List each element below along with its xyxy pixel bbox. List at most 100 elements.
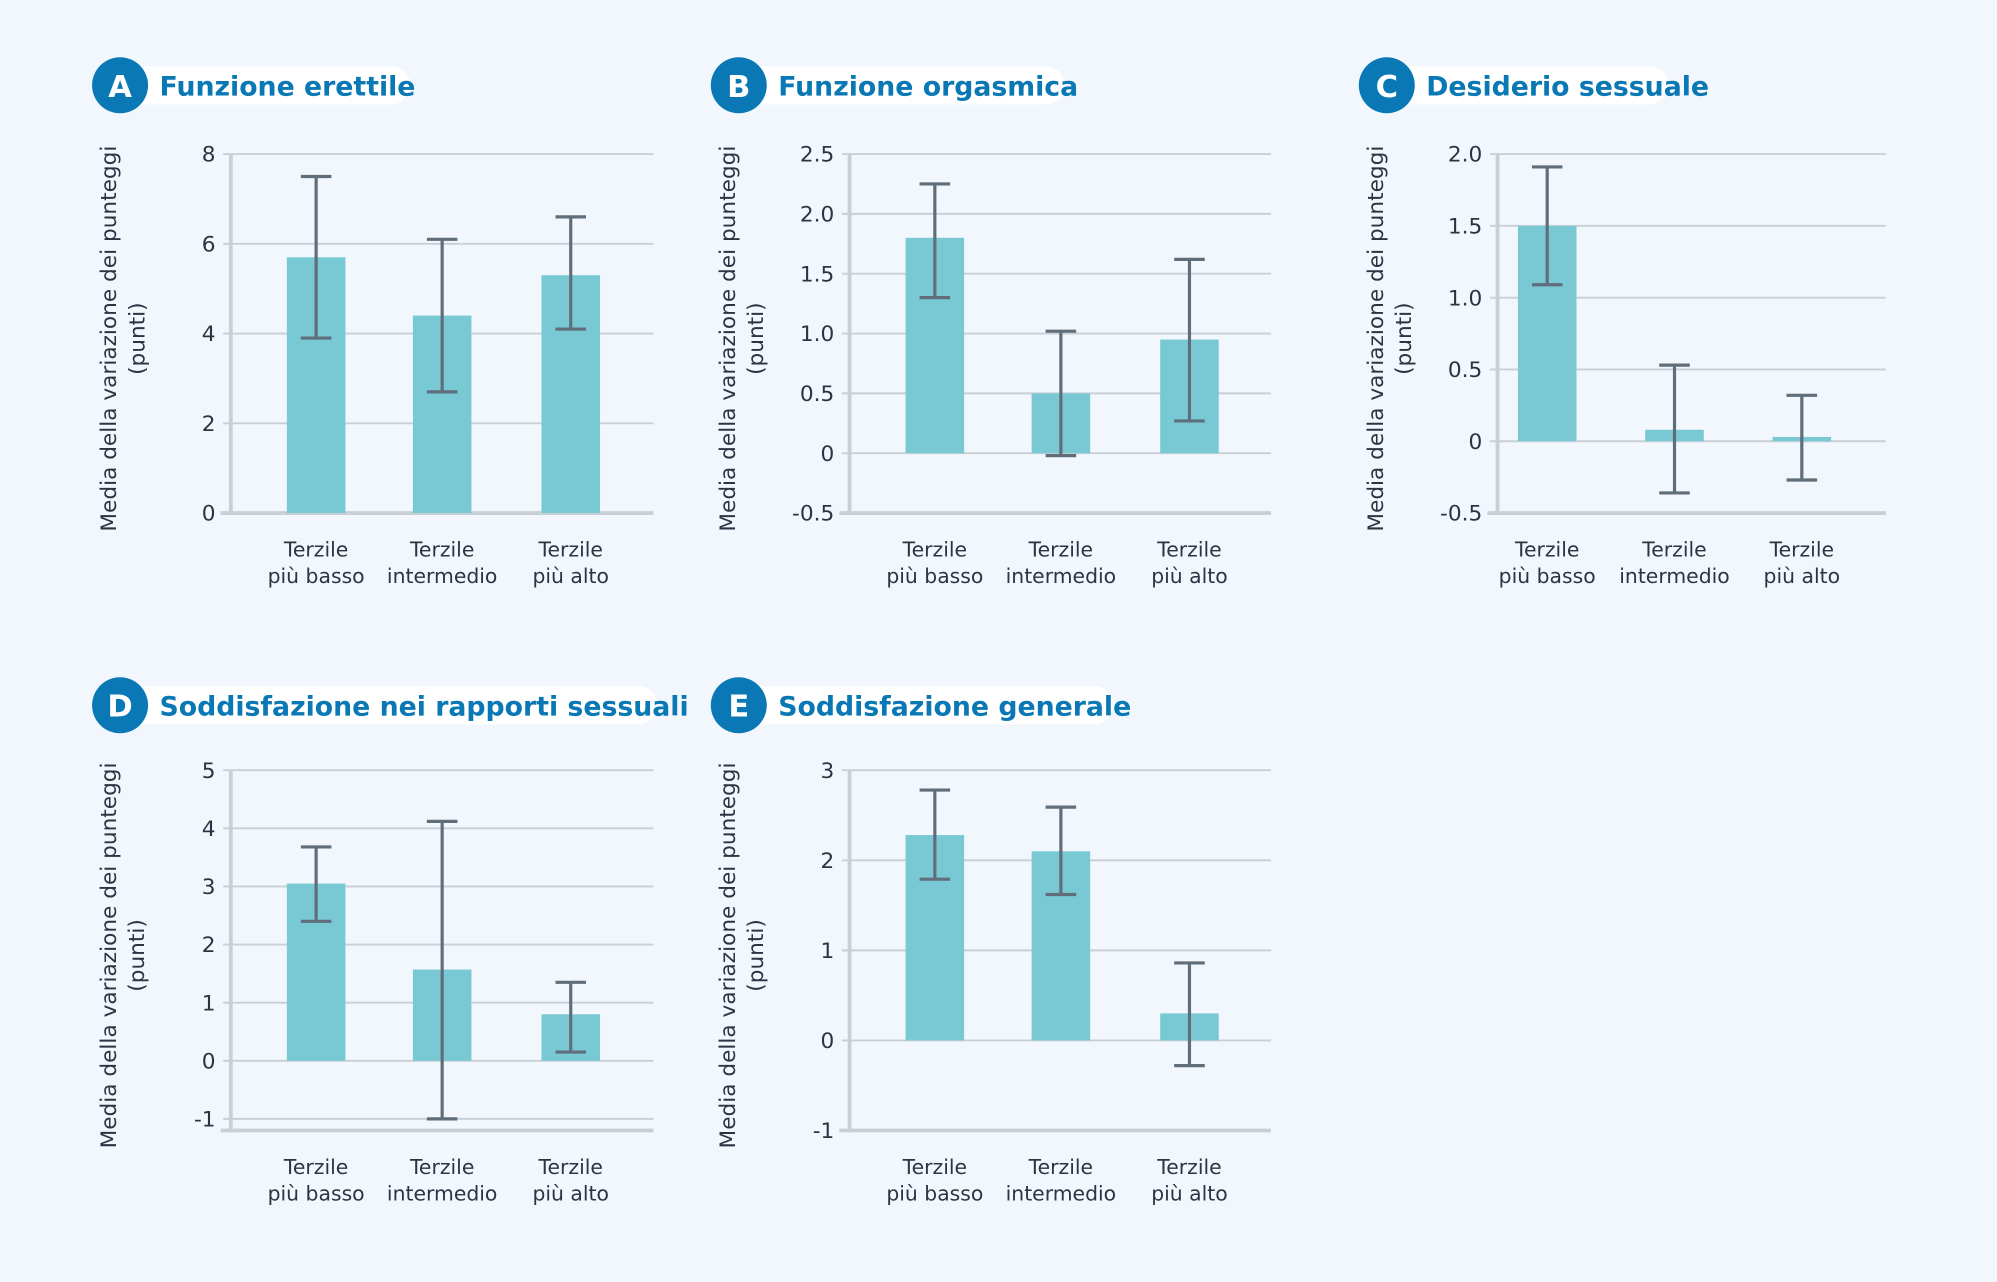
error-bar (1045, 329, 1077, 458)
y-tick-label: 1.5 (1448, 214, 1482, 239)
y-tick-label: 1 (202, 991, 216, 1016)
panel-badge (92, 677, 149, 734)
x-tick-label: Terzile (1769, 537, 1834, 561)
y-tick-label: 2.0 (800, 203, 834, 228)
panel-title: Soddisfazione nei rapporti sessuali (160, 691, 689, 722)
error-bar (300, 845, 332, 923)
panel-badge-letter: A (108, 70, 132, 105)
y-tick-label: 3 (202, 875, 216, 900)
y-tick-label: 2.0 (1448, 143, 1482, 168)
error-bar (1659, 363, 1690, 495)
x-tick-label: più alto (532, 564, 609, 588)
x-tick-label: Terzile (902, 1155, 967, 1179)
x-tick-label: Terzile (409, 537, 474, 561)
panel-badge-letter: B (727, 70, 750, 105)
error-bar (555, 215, 587, 331)
y-tick-label: 2.5 (800, 143, 834, 168)
y-axis-label: Media della variazione dei punteggi (97, 762, 122, 1148)
panel-badge (710, 677, 767, 734)
y-tick-label: 1.0 (800, 322, 834, 347)
y-axis-label: (punti) (125, 302, 150, 375)
panel-badge (710, 57, 767, 114)
y-axis-label: Media della variazione dei punteggi (716, 762, 741, 1148)
x-tick-label: più basso (886, 1182, 983, 1206)
title-pill (120, 686, 658, 725)
x-tick-label: più alto (1764, 564, 1841, 588)
y-tick-label: 6 (202, 232, 216, 257)
y-tick-label: -0.5 (792, 502, 834, 527)
y-tick-label: 1 (821, 939, 835, 964)
panel-title: Funzione orgasmica (778, 71, 1078, 102)
y-axis-label: (punti) (1392, 302, 1417, 374)
error-bar (1531, 165, 1563, 287)
x-tick-label: Terzile (538, 537, 603, 561)
y-axis-label: (punti) (125, 919, 150, 992)
y-tick-label: 8 (202, 143, 216, 168)
x-tick-label: Terzile (1156, 1155, 1221, 1179)
x-tick-label: più alto (1151, 564, 1228, 588)
y-tick-label: 1.0 (1448, 286, 1482, 311)
panel-badge-letter: C (1376, 70, 1398, 105)
x-tick-label: Terzile (902, 537, 967, 561)
y-tick-label: 2 (202, 933, 216, 958)
panel-d: D Soddisfazione nei rapporti sessuali -1 0 1… (92, 677, 689, 1206)
y-axis-label: Media della variazione dei punteggi (97, 146, 122, 532)
x-tick-label: intermedio (1619, 564, 1729, 588)
panel-e: E Soddisfazione generale -1 0 1 2 3 Media della… (710, 677, 1271, 1206)
error-bar (300, 174, 332, 340)
y-axis-label: (punti) (744, 919, 769, 992)
y-tick-label: -1 (194, 1108, 216, 1133)
x-tick-label: più basso (268, 564, 365, 588)
x-tick-label: intermedio (1006, 564, 1116, 588)
y-tick-label: 4 (202, 322, 216, 347)
panel-title: Soddisfazione generale (778, 691, 1131, 722)
x-tick-label: Terzile (409, 1155, 474, 1179)
title-pill (738, 686, 1114, 725)
panel-badge-letter: D (107, 690, 132, 725)
x-tick-label: più alto (532, 1182, 609, 1206)
x-tick-label: più basso (1499, 564, 1596, 588)
error-bar (426, 819, 458, 1121)
error-bar (1786, 393, 1818, 482)
title-pill (120, 66, 411, 105)
panel-badge (92, 57, 149, 114)
panel-badge (1358, 57, 1415, 114)
x-tick-label: Terzile (1028, 1155, 1093, 1179)
x-tick-label: Terzile (1028, 537, 1093, 561)
y-tick-label: 0 (202, 502, 216, 527)
panel-badge-letter: E (728, 690, 749, 725)
panel-title: Desiderio sessuale (1426, 71, 1709, 102)
title-pill (738, 66, 1065, 105)
x-tick-label: più basso (268, 1182, 365, 1206)
error-bar (426, 237, 458, 394)
y-tick-label: 4 (202, 817, 216, 842)
y-tick-label: 5 (202, 759, 216, 784)
panel-c: C Desiderio sessuale -0.5 0 0.5 1.0 1.5 2.0 Medi… (1358, 57, 1886, 588)
y-tick-label: 1.5 (800, 262, 834, 287)
y-axis-label: Media della variazione dei punteggi (1364, 146, 1389, 532)
panel-a: A Funzione erettile 0 2 4 6 8 Media della varia… (92, 57, 654, 588)
error-bar (1174, 257, 1205, 423)
y-axis-label: (punti) (744, 302, 769, 375)
error-bar (1045, 805, 1077, 897)
error-bar (919, 182, 951, 300)
x-tick-label: Terzile (283, 537, 348, 561)
y-tick-label: 0.5 (1448, 358, 1482, 383)
x-tick-label: Terzile (283, 1155, 348, 1179)
title-pill (1386, 66, 1669, 105)
x-tick-label: più alto (1151, 1182, 1228, 1206)
panel-title: Funzione erettile (160, 71, 416, 102)
x-tick-label: Terzile (538, 1155, 603, 1179)
y-tick-label: -1 (813, 1119, 835, 1144)
y-tick-label: 0 (821, 442, 835, 467)
y-tick-label: 0 (1469, 430, 1483, 455)
y-tick-label: 0 (202, 1049, 216, 1074)
y-tick-label: 3 (821, 759, 835, 784)
error-bar (555, 980, 587, 1054)
y-tick-label: 0 (821, 1029, 835, 1054)
x-tick-label: Terzile (1514, 537, 1579, 561)
x-tick-label: Terzile (1156, 537, 1221, 561)
y-tick-label: -0.5 (1440, 502, 1482, 527)
error-bar (919, 788, 951, 881)
